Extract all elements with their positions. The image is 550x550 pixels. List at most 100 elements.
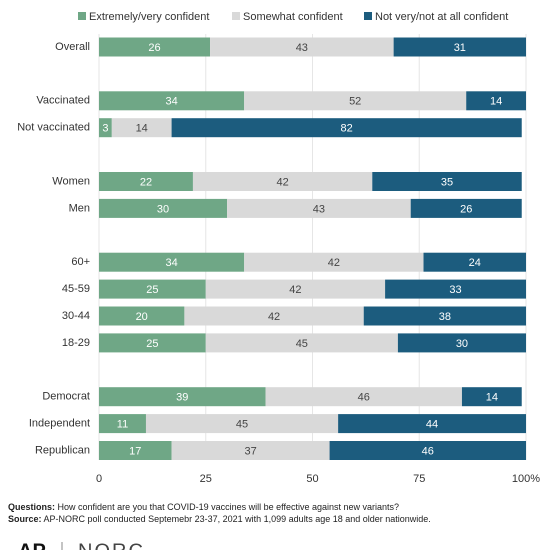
y-tick-label: Women xyxy=(52,175,90,187)
value-label: 34 xyxy=(165,257,177,269)
value-label: 35 xyxy=(441,176,453,188)
legend-label: Extremely/very confident xyxy=(89,11,209,23)
y-tick-label: Independent xyxy=(29,418,90,430)
bar-segment xyxy=(329,441,526,460)
bar-segment xyxy=(397,333,526,353)
value-label: 44 xyxy=(426,419,438,431)
y-tick-label: 45-59 xyxy=(62,283,90,295)
value-label: 34 xyxy=(165,96,177,108)
bar-segment xyxy=(423,252,526,272)
y-tick-label: Men xyxy=(69,202,90,214)
value-label: 46 xyxy=(422,445,434,457)
x-tick-label: 50 xyxy=(306,473,318,485)
footer-source: Source: AP-NORC poll conducted Septemebr… xyxy=(8,514,431,524)
y-tick-label: Overall xyxy=(55,41,90,53)
bar-segment xyxy=(227,198,411,218)
bar-segment xyxy=(99,91,245,111)
bar-segment xyxy=(363,306,526,326)
bar-segment xyxy=(171,118,522,138)
bar-segment xyxy=(99,306,185,326)
bar-segment xyxy=(466,91,526,111)
value-label: 38 xyxy=(439,311,451,323)
bar-segment xyxy=(385,279,526,299)
footer-question: Questions: How confident are you that CO… xyxy=(8,502,399,512)
y-tick-label: 18-29 xyxy=(62,337,90,349)
y-tick-label: Vaccinated xyxy=(36,95,90,107)
logo-norc: NORC xyxy=(78,540,145,550)
x-tick-label: 0 xyxy=(96,473,102,485)
bar-segment xyxy=(99,37,211,57)
bar-segment xyxy=(244,91,467,111)
value-label: 14 xyxy=(490,96,502,108)
y-tick-label: 30-44 xyxy=(62,310,90,322)
question-text: How confident are you that COVID-19 vacc… xyxy=(58,502,400,512)
value-label: 45 xyxy=(236,419,248,431)
x-tick-label: 25 xyxy=(200,473,212,485)
bar-segment xyxy=(410,198,522,218)
value-label: 25 xyxy=(146,338,158,350)
value-label: 42 xyxy=(289,284,301,296)
value-label: 11 xyxy=(117,419,128,431)
bar-segment xyxy=(145,414,339,434)
value-label: 39 xyxy=(176,392,188,404)
y-tick-label: Not vaccinated xyxy=(17,122,90,134)
value-label: 42 xyxy=(268,311,280,323)
x-tick-label: 75 xyxy=(413,473,425,485)
y-tick-label: Democrat xyxy=(42,391,90,403)
value-label: 30 xyxy=(157,203,169,215)
source-label: Source: xyxy=(8,514,42,524)
bar-segment xyxy=(184,306,364,326)
bar-segment xyxy=(372,172,522,191)
value-label: 17 xyxy=(129,445,141,457)
bar-segment xyxy=(338,414,526,434)
value-label: 30 xyxy=(456,338,468,350)
bar-segment xyxy=(265,387,462,407)
legend-swatch xyxy=(78,12,86,20)
y-tick-label: Republican xyxy=(35,444,90,456)
bar-segment xyxy=(192,172,373,191)
bar-segment xyxy=(210,37,394,57)
value-label: 14 xyxy=(486,392,498,404)
bar-segment xyxy=(244,252,424,272)
bar-segment xyxy=(99,118,112,138)
bar-segment xyxy=(99,387,266,407)
legend-label: Not very/not at all confident xyxy=(375,11,508,23)
value-label: 42 xyxy=(276,176,288,188)
x-tick-label: 100% xyxy=(512,473,540,485)
bar-segment xyxy=(205,279,386,299)
bar-segment xyxy=(99,172,193,191)
value-label: 37 xyxy=(244,445,256,457)
question-label: Questions: xyxy=(8,502,55,512)
bar-segment xyxy=(99,198,228,218)
value-label: 46 xyxy=(358,392,370,404)
source-text: AP-NORC poll conducted Septemebr 23-37, … xyxy=(44,514,431,524)
value-label: 43 xyxy=(313,203,325,215)
bar-segment xyxy=(99,252,245,272)
logo-ap: AP xyxy=(18,540,46,550)
bar-segment xyxy=(205,333,398,353)
bar-segment xyxy=(99,441,172,460)
bar-segment xyxy=(99,414,146,434)
value-label: 20 xyxy=(136,311,148,323)
bar-segment xyxy=(461,387,522,407)
value-label: 31 xyxy=(454,42,466,54)
value-label: 26 xyxy=(148,42,160,54)
value-label: 22 xyxy=(140,176,152,188)
value-label: 52 xyxy=(349,96,361,108)
bar-segment xyxy=(171,441,330,460)
value-label: 14 xyxy=(136,123,148,135)
value-label: 33 xyxy=(449,284,461,296)
bar-segment xyxy=(99,333,206,353)
legend-swatch xyxy=(364,12,372,20)
value-label: 25 xyxy=(146,284,158,296)
value-label: 45 xyxy=(296,338,308,350)
y-tick-label: 60+ xyxy=(71,256,90,268)
legend-swatch xyxy=(232,12,240,20)
value-label: 3 xyxy=(102,123,108,135)
bar-segment xyxy=(99,279,206,299)
value-label: 42 xyxy=(328,257,340,269)
legend-label: Somewhat confident xyxy=(243,11,343,23)
value-label: 82 xyxy=(341,123,353,135)
value-label: 43 xyxy=(296,42,308,54)
